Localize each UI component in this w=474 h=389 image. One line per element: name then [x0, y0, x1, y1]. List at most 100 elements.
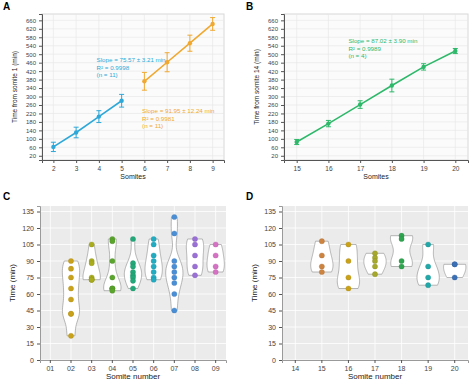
y-tick-label: 75	[26, 274, 34, 281]
y-tick-label: 540	[26, 43, 37, 49]
y-tick-label: 660	[268, 18, 279, 24]
y-tick: 300	[26, 94, 42, 100]
x-tick-label: 06	[150, 365, 158, 372]
data-point	[399, 258, 404, 263]
y-tick: 540	[26, 43, 42, 49]
grid-line	[42, 88, 224, 89]
y-tick: 120	[22, 225, 40, 232]
plot-background	[282, 206, 468, 360]
x-tick-mark	[153, 360, 154, 363]
y-tick-mark	[281, 71, 284, 72]
y-tick-label: 30	[268, 324, 276, 331]
grid-line	[42, 121, 224, 122]
grid-line	[42, 45, 224, 46]
x-axis-title: Somites	[363, 173, 389, 180]
x-tick-mark	[428, 360, 429, 363]
data-point	[421, 65, 425, 69]
y-axis: 0153045607590105120135	[264, 207, 282, 364]
x-axis: 23456789	[43, 160, 225, 172]
y-tick-mark	[39, 88, 42, 89]
annotation: Slope = 91.95 ± 12.24 min	[142, 107, 215, 114]
grid-line	[284, 113, 468, 114]
error-bar-cap	[51, 151, 56, 152]
x-tick: 06	[150, 360, 158, 372]
x-tick-label: 14	[291, 365, 299, 372]
y-tick: 620	[268, 26, 284, 32]
y-tick-label: 60	[29, 145, 36, 151]
y-axis: 2060100140180220260300340380420460500540…	[268, 15, 285, 161]
y-axis: 2060100140180220260300340380420460500540…	[26, 15, 43, 161]
data-point	[210, 22, 214, 26]
x-tick-mark	[348, 360, 349, 363]
data-point	[372, 258, 377, 263]
grid-line	[328, 14, 329, 160]
data-point	[130, 264, 135, 269]
y-tick-mark	[281, 139, 284, 140]
data-point	[172, 264, 177, 269]
y-tick-mark	[39, 147, 42, 148]
grid-line	[98, 14, 99, 160]
figure: Slope = 75.57 ± 3.21 minR² = 0.9998(n = …	[0, 0, 474, 389]
data-point	[68, 333, 73, 338]
data-point	[358, 102, 362, 106]
y-tick-mark	[281, 46, 284, 47]
x-tick-mark	[50, 360, 51, 363]
x-tick: 20	[452, 160, 460, 172]
data-point	[151, 264, 156, 269]
x-tick: 03	[88, 360, 96, 372]
y-tick-label: 75	[268, 274, 276, 281]
data-point	[192, 273, 197, 278]
error-bar-cap	[210, 30, 215, 31]
annotation: (n = 11)	[97, 71, 118, 78]
x-tick: 2	[52, 160, 56, 172]
x-tick: 4	[98, 160, 102, 172]
x-tick-label: 07	[170, 365, 178, 372]
y-tick: 420	[26, 69, 42, 75]
x-axis-title: Somite number	[348, 372, 403, 381]
data-point	[319, 269, 324, 274]
data-point	[74, 130, 78, 134]
error-bar	[294, 139, 299, 144]
data-point	[326, 121, 330, 125]
x-tick-label: 03	[88, 365, 96, 372]
trend-line	[53, 101, 121, 147]
y-tick-label: 100	[26, 136, 37, 142]
y-tick-label: 180	[268, 119, 279, 125]
y-tick: 105	[22, 241, 40, 248]
x-tick-label: 02	[67, 365, 75, 372]
error-bar-cap	[421, 70, 426, 71]
x-tick-mark	[195, 360, 196, 363]
data-point	[89, 277, 94, 282]
y-tick: 75	[268, 274, 282, 281]
panel: Slope = 87.02 ± 3.90 minR² = 0.9989(n = …	[246, 1, 469, 180]
grid-line	[284, 54, 468, 55]
y-tick-mark	[39, 37, 42, 38]
x-axis: 010203040506070809	[41, 360, 227, 372]
grid-line	[360, 14, 361, 160]
y-tick-label: 340	[268, 85, 279, 91]
y-tick-mark	[281, 147, 284, 148]
error-bar-cap	[74, 127, 79, 128]
error-bar-cap	[74, 137, 79, 138]
x-tick-label: 9	[211, 165, 215, 172]
y-tick-label: 90	[268, 258, 276, 265]
x-tick: 17	[357, 160, 365, 172]
y-tick-mark	[39, 20, 42, 21]
grid-line	[50, 206, 51, 360]
x-tick-mark	[53, 160, 54, 163]
x-tick-mark	[360, 160, 361, 163]
y-tick: 120	[264, 225, 282, 232]
data-point	[346, 275, 351, 280]
y-tick: 45	[26, 307, 40, 314]
y-tick-mark	[39, 97, 42, 98]
x-tick-mark	[295, 360, 296, 363]
grid-line	[284, 96, 468, 97]
y-tick-mark	[37, 294, 40, 295]
error-bar	[119, 94, 124, 107]
y-tick: 420	[268, 69, 284, 75]
data-point	[68, 258, 73, 263]
x-tick: 16	[325, 160, 333, 172]
y-tick-label: 120	[22, 225, 34, 232]
x-tick-label: 20	[452, 165, 460, 172]
violin	[124, 239, 141, 289]
